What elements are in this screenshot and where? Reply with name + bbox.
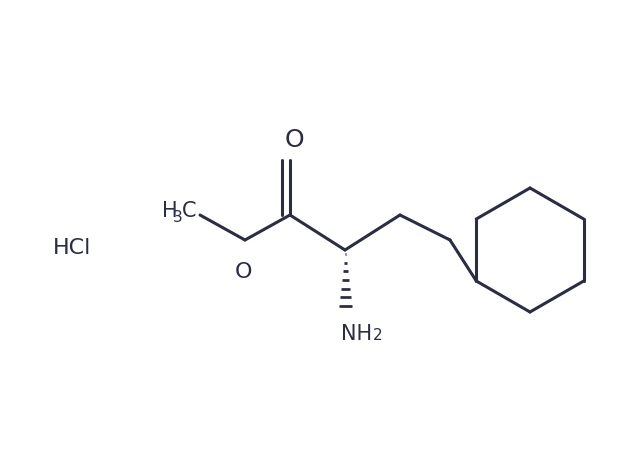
Text: O: O xyxy=(234,262,252,282)
Text: HCl: HCl xyxy=(53,238,91,258)
Text: NH: NH xyxy=(341,324,372,344)
Text: O: O xyxy=(284,128,304,152)
Text: H: H xyxy=(162,201,178,221)
Text: 3: 3 xyxy=(173,210,183,225)
Text: C: C xyxy=(182,201,196,221)
Text: 2: 2 xyxy=(373,328,383,343)
